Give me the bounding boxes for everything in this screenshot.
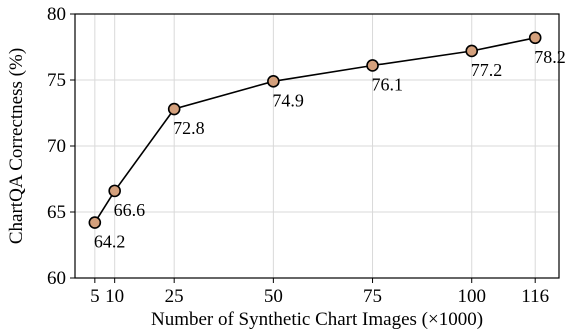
x-tick-label: 75	[363, 286, 382, 307]
y-tick-label: 75	[47, 70, 66, 91]
y-tick-label: 60	[47, 268, 66, 289]
data-point	[108, 184, 121, 198]
data-point	[465, 44, 479, 58]
data-point	[267, 75, 280, 88]
x-tick-label: 5	[90, 286, 100, 307]
y-tick-label: 65	[47, 202, 66, 223]
data-label: 78.2	[534, 47, 565, 67]
y-tick-label: 70	[47, 136, 66, 157]
x-axis-label: Number of Synthetic Chart Images (×1000)	[151, 309, 483, 330]
data-label: 77.2	[471, 60, 503, 80]
data-point	[167, 102, 181, 116]
x-tick-label: 100	[457, 286, 486, 307]
data-label: 74.9	[272, 90, 304, 110]
plot-frame	[74, 13, 560, 279]
x-tick-label: 10	[105, 286, 124, 307]
data-label: 76.1	[372, 74, 404, 94]
y-tick-label: 80	[47, 4, 66, 25]
series-line	[94, 37, 536, 224]
x-tick-label: 25	[165, 286, 184, 307]
data-point	[528, 31, 542, 45]
x-tick-label: 116	[521, 286, 549, 307]
data-label: 66.6	[114, 200, 146, 220]
y-axis-label: ChartQA Correctness (%)	[6, 48, 27, 244]
data-label: 64.2	[94, 232, 126, 252]
data-labels: 64.2 66.6 72.8 74.9 76.1 77.2 78.2	[94, 47, 565, 252]
data-point	[88, 216, 102, 229]
x-axis-ticks: 5 10 25 50 75 100 116	[90, 278, 549, 307]
series-group	[88, 31, 542, 229]
data-point	[366, 59, 379, 72]
data-label: 72.8	[173, 118, 205, 138]
y-axis-ticks: 60 65 70 75 80	[47, 4, 75, 289]
x-tick-label: 50	[264, 286, 283, 307]
